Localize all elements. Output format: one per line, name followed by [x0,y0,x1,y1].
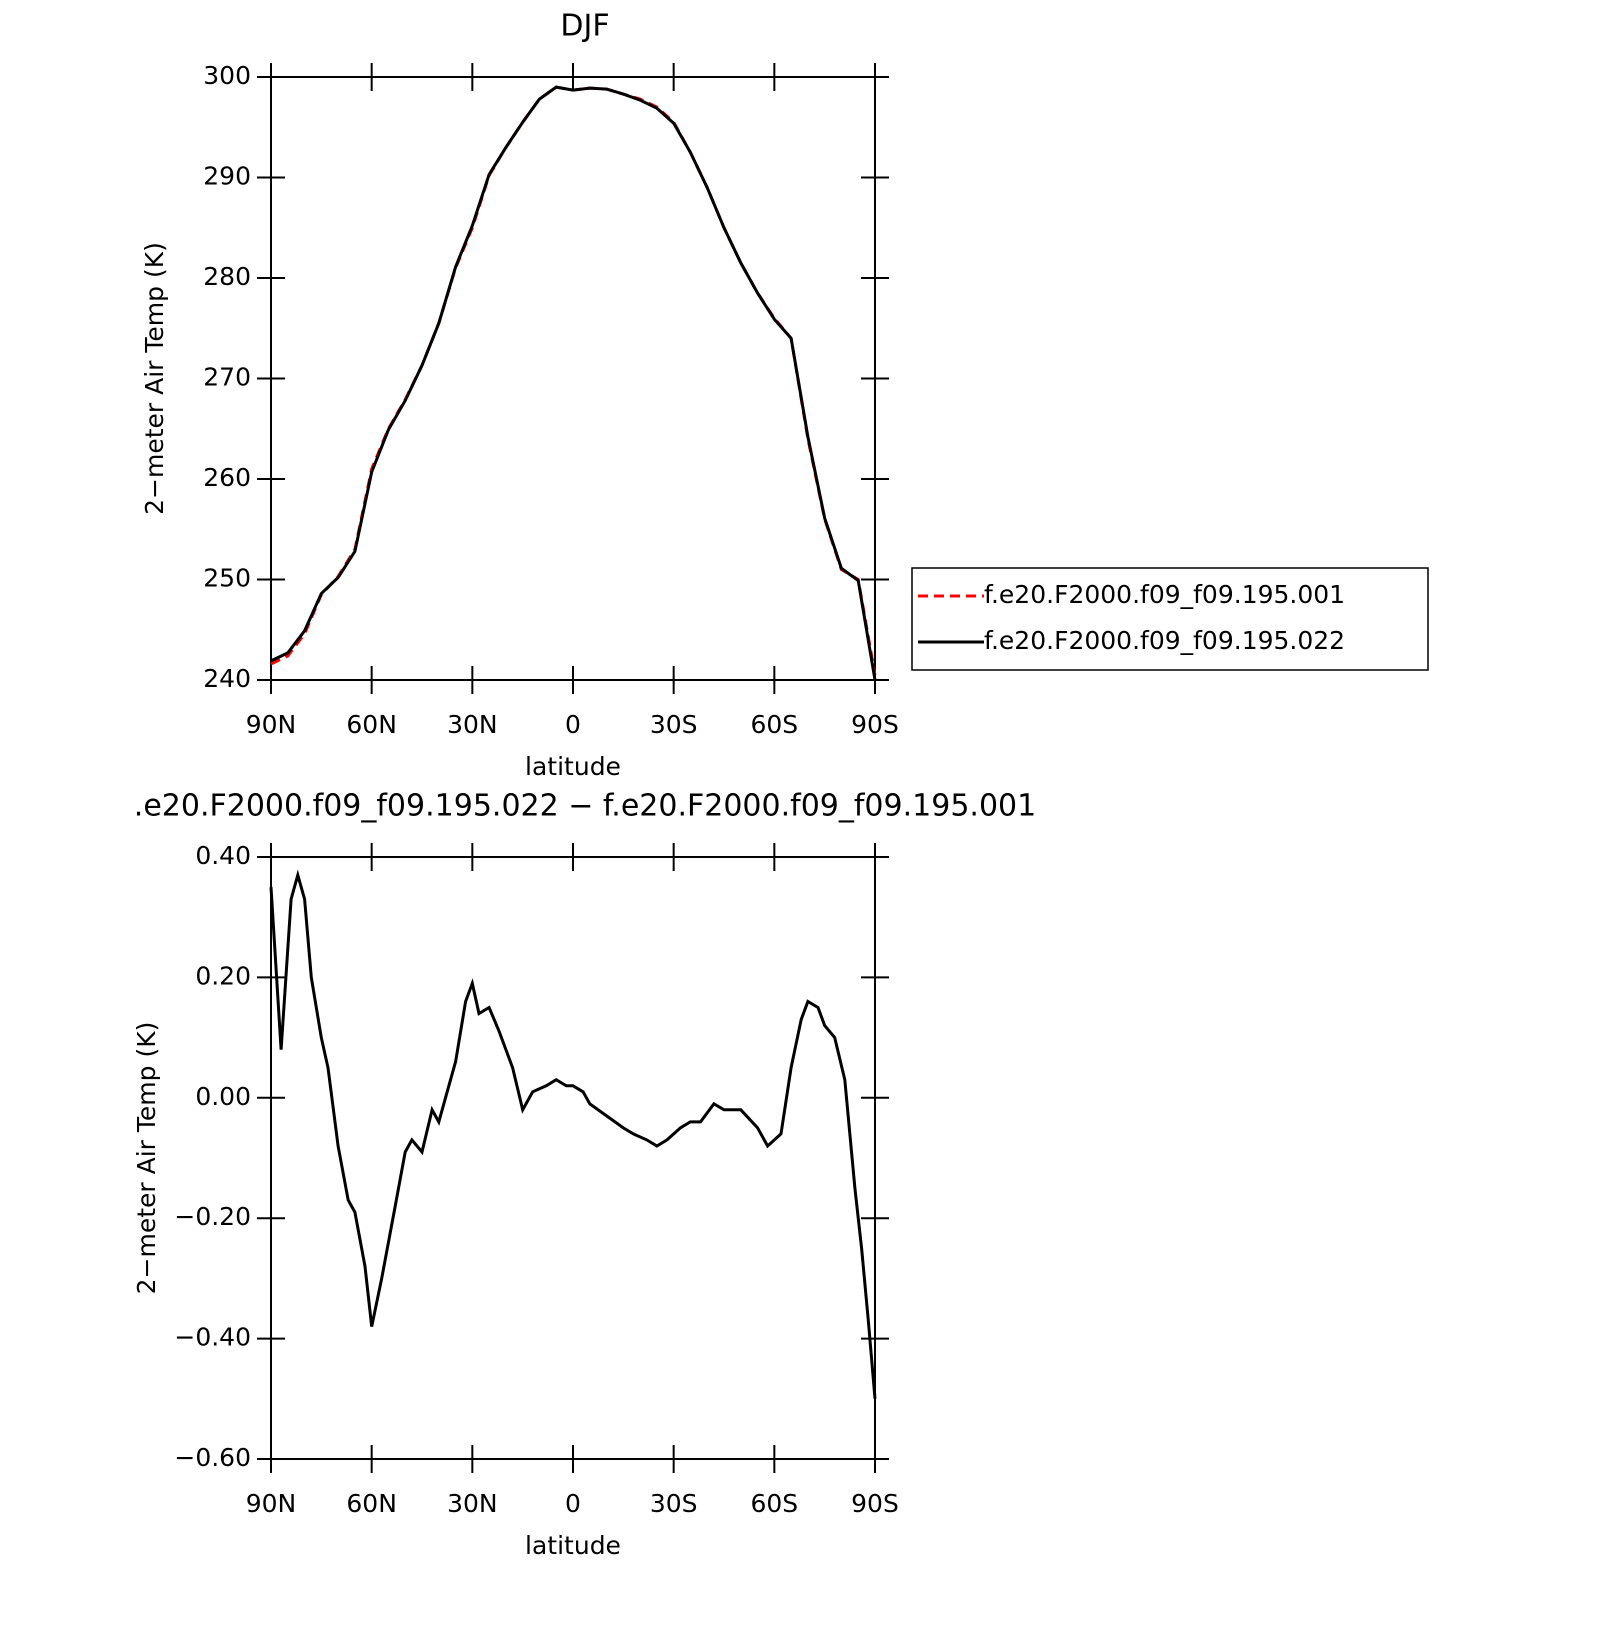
data-line [270,85,877,681]
x-tick-label: 90N [246,1489,297,1518]
y-tick-label: 0.20 [195,961,251,990]
x-tick-label: 90S [851,710,899,739]
plot-frame [270,76,876,681]
y-tick-label: 280 [203,262,251,291]
y-tick-label: 270 [203,363,251,392]
y-tick-label: 0.40 [195,841,251,870]
y-tick-label: 290 [203,162,251,191]
y-tick-label: 300 [203,61,251,90]
x-tick-label: 30N [447,710,498,739]
x-tick-label: 60N [346,710,397,739]
x-axis-label: latitude [525,752,621,781]
legend-box [911,567,1429,671]
data-line [270,85,877,676]
x-tick-label: 90S [851,1489,899,1518]
chart-title: .e20.F2000.f09_f09.195.022 − f.e20.F2000… [134,789,1036,824]
x-tick-label: 60S [750,710,798,739]
y-tick-label: −0.60 [174,1443,251,1472]
y-tick-label: 240 [203,664,251,693]
chart-title: DJF [560,9,609,44]
x-tick-label: 90N [246,710,297,739]
legend-label: f.e20.F2000.f09_f09.195.001 [984,580,1345,609]
x-tick-label: 60S [750,1489,798,1518]
x-tick-label: 0 [565,710,581,739]
y-axis-label: 2−meter Air Temp (K) [140,242,169,515]
legend-label: f.e20.F2000.f09_f09.195.022 [984,626,1345,655]
y-axis-label: 2−meter Air Temp (K) [132,1022,161,1295]
plot-frame [270,856,876,1460]
y-tick-label: −0.40 [174,1323,251,1352]
x-tick-label: 30S [650,710,698,739]
y-tick-label: 250 [203,564,251,593]
x-tick-label: 30S [650,1489,698,1518]
x-tick-label: 0 [565,1489,581,1518]
y-tick-label: 260 [203,463,251,492]
y-tick-label: −0.20 [174,1202,251,1231]
data-line [269,869,877,1399]
x-tick-label: 60N [346,1489,397,1518]
x-tick-label: 30N [447,1489,498,1518]
x-axis-label: latitude [525,1531,621,1560]
y-tick-label: 0.00 [195,1082,251,1111]
